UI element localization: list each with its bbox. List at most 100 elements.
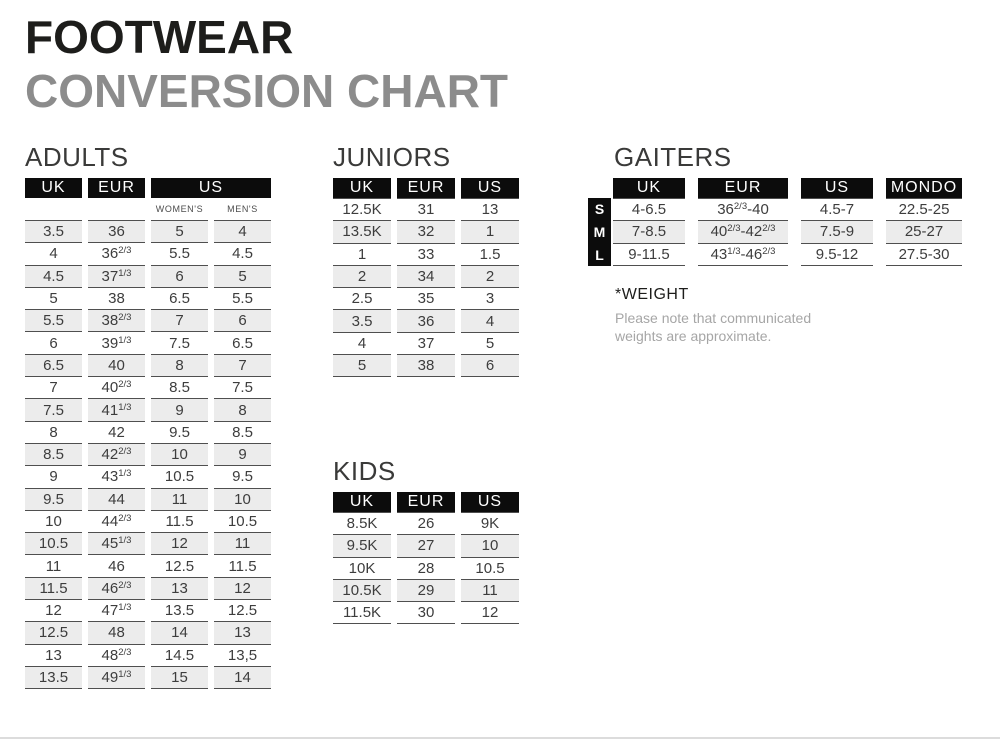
- adults-column-header-us: US: [151, 178, 271, 198]
- table-cell: 8.5K: [333, 512, 391, 534]
- fraction-superscript: 1/3: [118, 602, 132, 614]
- table-cell: 6.5: [214, 331, 271, 353]
- table-cell: 10: [461, 534, 519, 557]
- table-cell: 5.5: [151, 242, 208, 264]
- table-cell: 4: [461, 309, 519, 332]
- adults-column-header-eur: EUR: [88, 178, 145, 198]
- gaiters-size-bar: S M L: [588, 198, 611, 266]
- table-cell: 44: [88, 487, 145, 510]
- table-cell: 2: [461, 264, 519, 288]
- table-row: 9.5K 27 10: [333, 534, 519, 557]
- kids-column-header-us: US: [461, 492, 519, 512]
- adults-heading: ADULTS: [25, 142, 129, 172]
- table-cell: 1: [333, 242, 391, 265]
- table-cell: 5.5: [25, 309, 82, 332]
- table-cell: 7: [214, 353, 271, 377]
- gaiters-column-header-us: US: [801, 178, 873, 198]
- table-cell: 442/3: [88, 509, 145, 532]
- table-cell: 4.5: [214, 242, 271, 264]
- table-cell: 12: [25, 599, 82, 621]
- table-cell: 371/3: [88, 264, 145, 287]
- fraction-superscript: 2/3: [762, 245, 776, 257]
- kids-table: UK EUR US 8.5K 26 9K 9.5K 27 10 10K 28 10.5 10.5K…: [327, 492, 525, 625]
- table-cell: 12.5: [25, 621, 82, 644]
- table-cell: 8: [214, 398, 271, 421]
- fraction-superscript: 1/3: [727, 245, 741, 257]
- table-cell: 5: [214, 264, 271, 287]
- table-cell: 6.5: [25, 353, 82, 377]
- table-cell: 12: [461, 601, 519, 625]
- table-cell: 11.5: [214, 554, 271, 576]
- subheader-spacer: [25, 198, 82, 220]
- table-cell: 13,5: [214, 643, 271, 666]
- table-cell: 8.5: [151, 376, 208, 398]
- table-cell: 6: [214, 309, 271, 332]
- page-title: FOOTWEAR: [25, 11, 294, 63]
- page-subtitle: CONVERSION CHART: [25, 65, 509, 117]
- table-row: 7 402/3 8.5 7.5: [25, 376, 271, 398]
- table-row: 6.5 40 8 7: [25, 353, 271, 377]
- table-cell: 13: [461, 198, 519, 220]
- gaiters-column-header-uk: UK: [613, 178, 685, 198]
- table-cell: 362/3-40: [698, 198, 788, 220]
- subheader-spacer: [88, 198, 145, 220]
- fraction-superscript: 2/3: [118, 646, 132, 658]
- kids-heading: KIDS: [333, 456, 396, 486]
- table-cell: 38: [88, 286, 145, 309]
- fraction-superscript: 2/3: [118, 312, 132, 324]
- table-cell: 9: [25, 465, 82, 487]
- table-cell: 13: [214, 621, 271, 644]
- page-title-block: FOOTWEAR CONVERSION CHART: [25, 10, 508, 118]
- table-cell: 7.5: [151, 331, 208, 353]
- fraction-superscript: 1/3: [118, 267, 132, 279]
- table-cell: 7.5: [214, 376, 271, 398]
- fraction-superscript: 1/3: [118, 468, 132, 480]
- table-cell: 2.5: [333, 287, 391, 309]
- table-row: 12 471/3 13.5 12.5: [25, 599, 271, 621]
- table-row: 1 33 1.5: [333, 242, 519, 265]
- table-cell: 11.5K: [333, 601, 391, 625]
- table-cell: 36: [88, 220, 145, 243]
- table-cell: 7.5: [25, 398, 82, 421]
- table-cell: 27: [397, 534, 455, 557]
- table-row: 9.5 44 11 10: [25, 487, 271, 510]
- table-row: 5.5 382/3 7 6: [25, 309, 271, 332]
- table-cell: 13.5K: [333, 220, 391, 243]
- table-cell: 14: [214, 665, 271, 690]
- table-cell: 8: [25, 420, 82, 443]
- table-row: 11.5K 30 12: [333, 601, 519, 625]
- size-label-s: S: [594, 201, 605, 218]
- table-cell: 9-11.5: [613, 242, 685, 266]
- table-row: 7-8.5 402/3-422/3 7.5-9 25-27: [613, 220, 962, 243]
- fraction-superscript: 2/3: [762, 223, 776, 235]
- table-cell: 9.5-12: [801, 242, 873, 266]
- table-cell: 42: [88, 420, 145, 443]
- fraction-superscript: 1/3: [118, 669, 132, 681]
- table-row: 2.5 35 3: [333, 287, 519, 309]
- table-cell: 13.5: [151, 599, 208, 621]
- table-cell: 25-27: [886, 220, 962, 243]
- fraction-superscript: 2/3: [118, 446, 132, 458]
- fraction-superscript: 2/3: [118, 379, 132, 391]
- table-cell: 26: [397, 512, 455, 534]
- section-juniors: JUNIORS UK EUR US 12.5K 31 13 13.5K 32 1 1 33 1.…: [327, 143, 525, 378]
- table-row: 11.5 462/3 13 12: [25, 576, 271, 600]
- table-cell: 11.5: [25, 576, 82, 600]
- table-cell: 8: [151, 353, 208, 377]
- table-cell: 5: [151, 220, 208, 243]
- gaiters-column-header-mondo: MONDO: [886, 178, 962, 198]
- table-cell: 10: [214, 487, 271, 510]
- table-cell: 1: [461, 220, 519, 243]
- table-row: 10 442/3 11.5 10.5: [25, 509, 271, 532]
- table-cell: 13.5: [25, 665, 82, 690]
- table-cell: 46: [88, 554, 145, 576]
- table-cell: 37: [397, 331, 455, 354]
- table-cell: 12: [214, 576, 271, 600]
- gaiters-table-body: 4-6.5 362/3-40 4.5-7 22.5-25 7-8.5 402/3-422/…: [613, 198, 962, 266]
- adults-table: UK EUR US WOMEN'S MEN'S 3.5 36 5 4 4 362/3 5.5…: [19, 178, 277, 690]
- table-cell: 5: [333, 354, 391, 378]
- table-cell: 12: [151, 532, 208, 555]
- table-cell: 422/3: [88, 442, 145, 466]
- table-row: 12.5K 31 13: [333, 198, 519, 220]
- adults-table-body: 3.5 36 5 4 4 362/3 5.5 4.5 4.5 371/3 6 5 5 38 6.5 5.5 5.…: [25, 220, 271, 690]
